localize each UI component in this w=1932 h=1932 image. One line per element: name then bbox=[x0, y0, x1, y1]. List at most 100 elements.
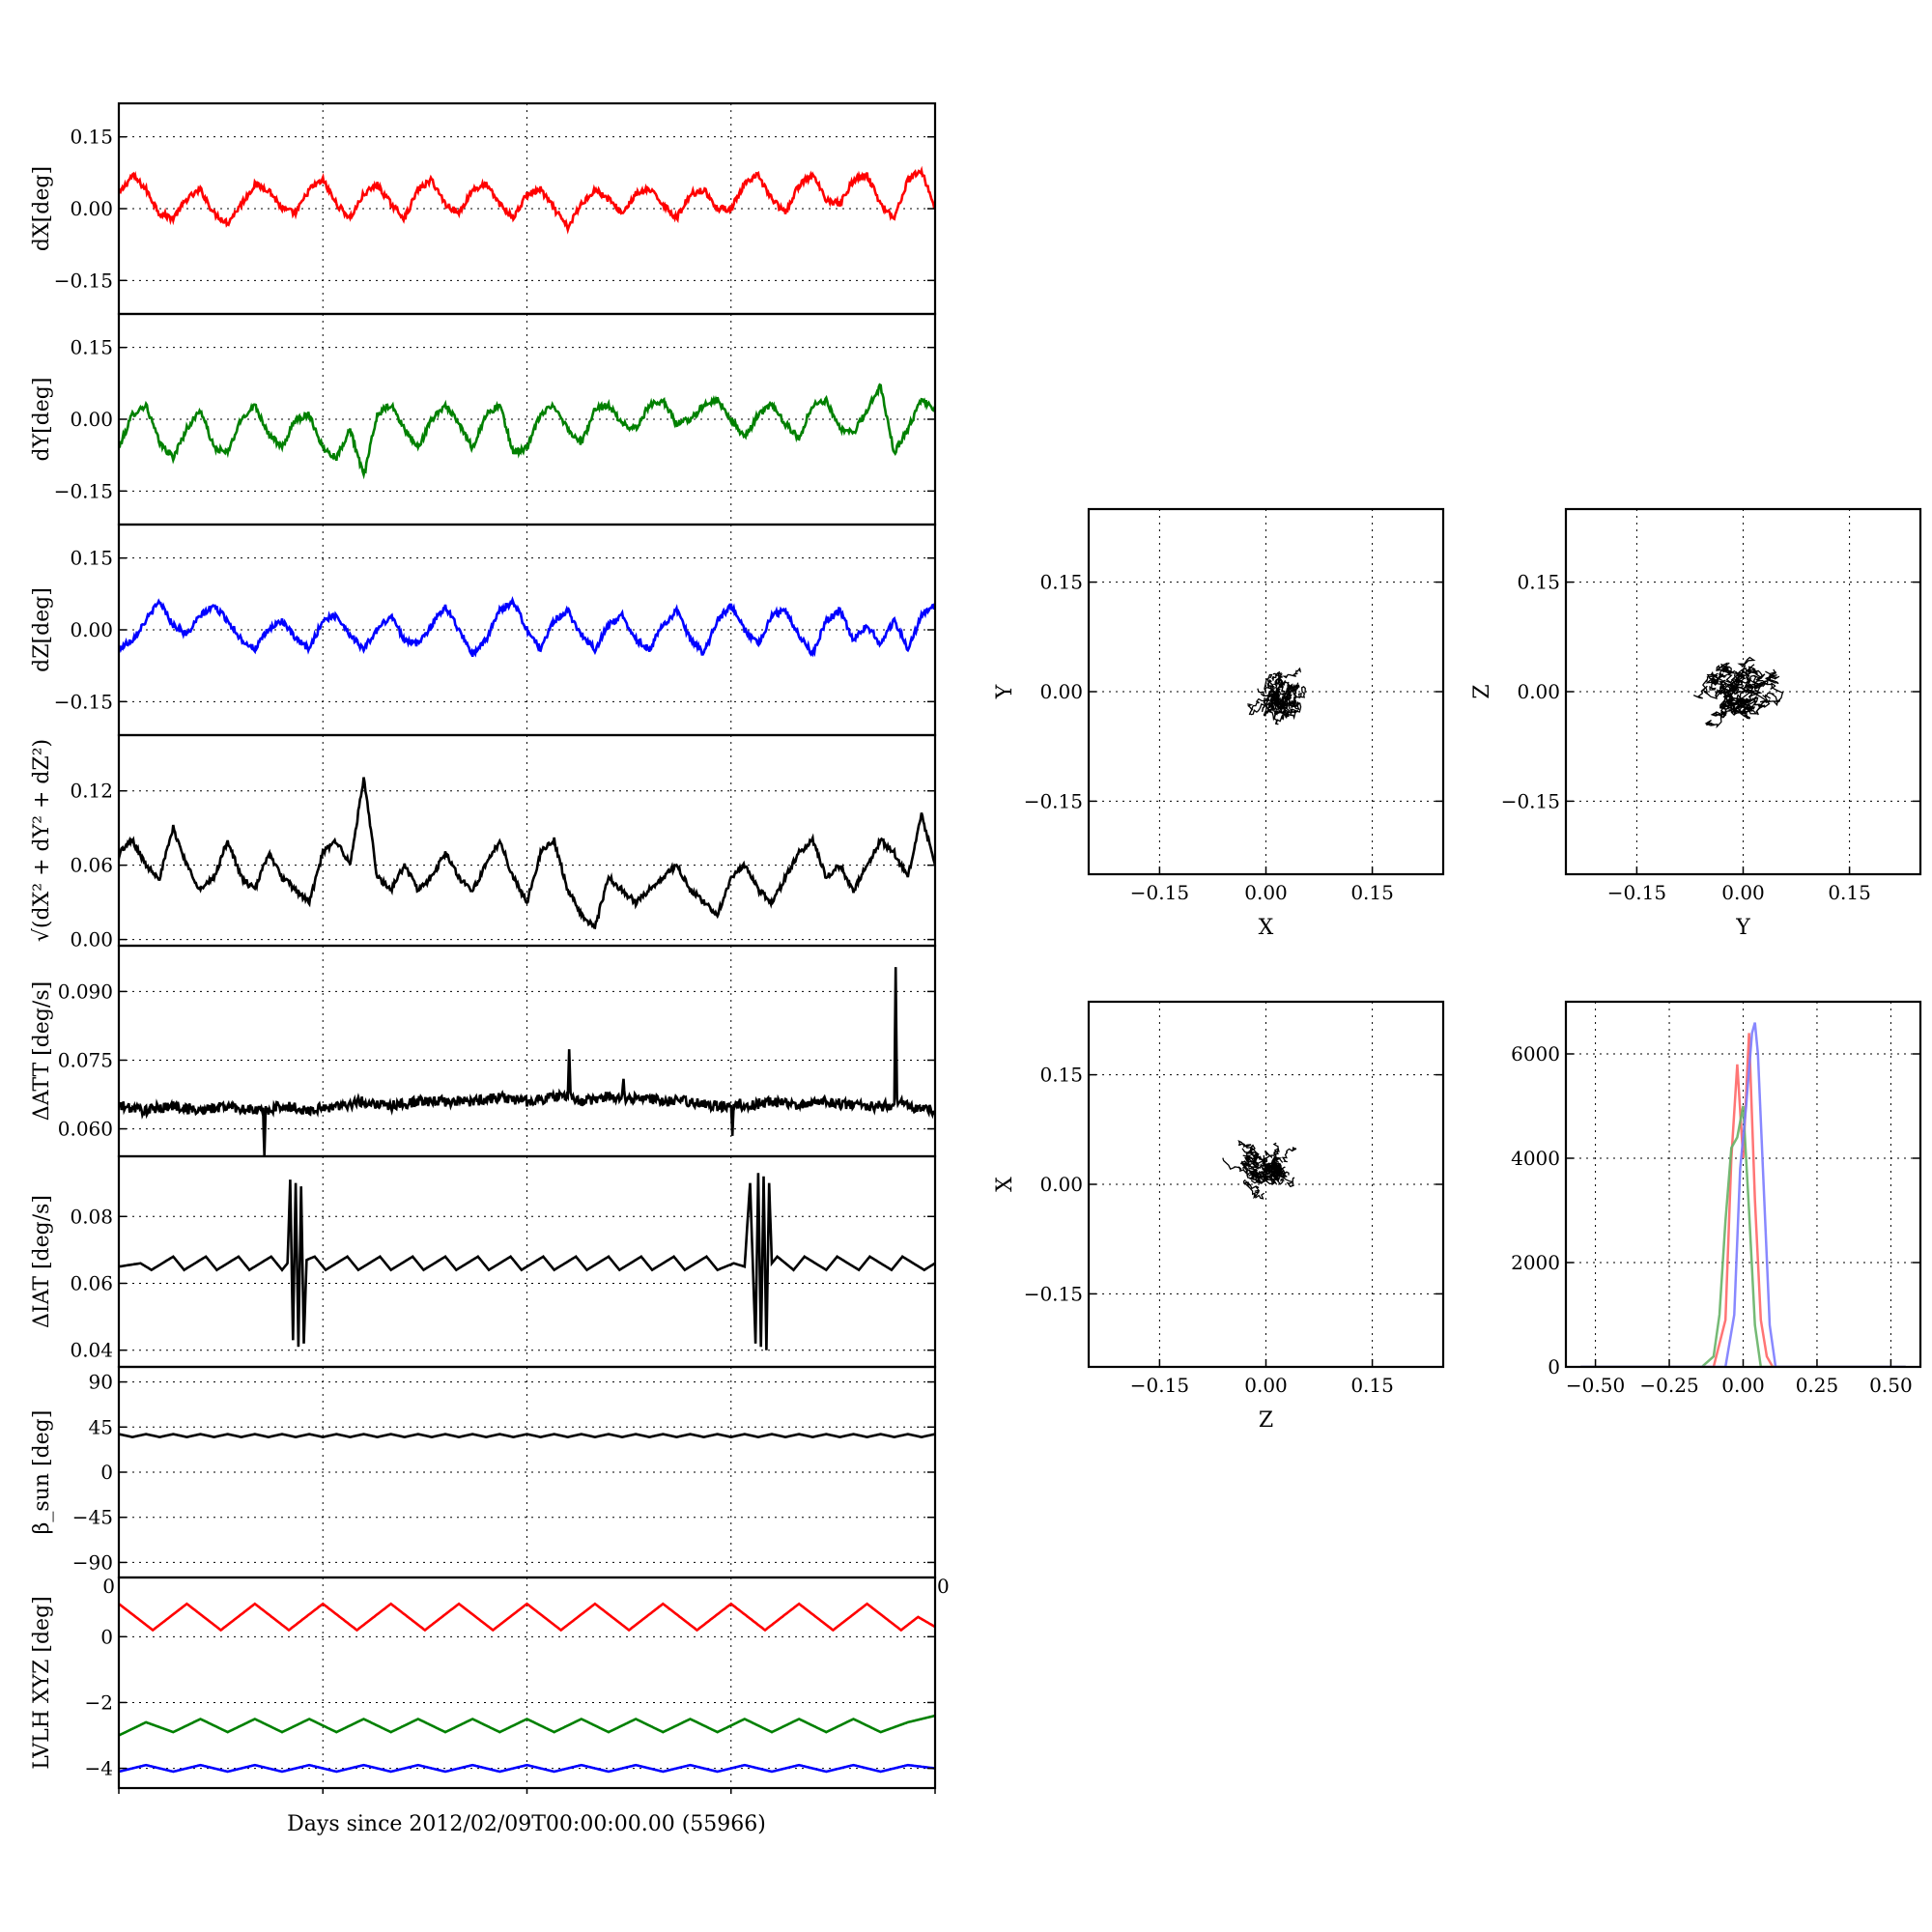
xy-trace-33 bbox=[1284, 681, 1293, 701]
datt-frame bbox=[117, 944, 937, 1158]
total-grid bbox=[119, 735, 935, 946]
panel-xy: 0.15 0.00 −0.15 −0.15 0.00 0.15 Y X bbox=[993, 507, 1445, 940]
zx-trace-35 bbox=[1242, 1179, 1260, 1196]
diat-ytick-label-0: 0.08 bbox=[70, 1205, 113, 1228]
xy-trace-25 bbox=[1257, 688, 1272, 701]
lvlh-grid bbox=[119, 1577, 935, 1788]
panels: 0.150.00−0.15dX[deg]0.150.00−0.15dY[deg]… bbox=[30, 101, 1922, 1794]
zx-xtick-label-2: 0.15 bbox=[1350, 1374, 1394, 1397]
yz-trace-39 bbox=[1719, 691, 1750, 713]
panel-total: 0.12 0.06 0.00 √(dX² + dY² + dZ²) bbox=[30, 733, 937, 952]
zx-trace-14 bbox=[1247, 1182, 1264, 1200]
bsun-series-0 bbox=[119, 1433, 935, 1439]
xy-ytick-label-1: 0.00 bbox=[1039, 680, 1083, 703]
dy-ytick-label-1: 0.00 bbox=[70, 408, 113, 431]
bsun-grid bbox=[119, 1367, 935, 1577]
yz-trace-17 bbox=[1711, 672, 1727, 687]
yz-ytick-label-2: −0.15 bbox=[1501, 789, 1560, 812]
xy-grid bbox=[1089, 509, 1443, 874]
dx-series-0 bbox=[119, 165, 935, 235]
xy-data bbox=[1247, 667, 1306, 725]
yz-trace-8 bbox=[1737, 656, 1756, 676]
zx-data bbox=[1222, 1140, 1297, 1200]
yz-trace-40 bbox=[1745, 668, 1764, 681]
panel-lvlh: 0 −2 −4 0 0 LVLH XYZ [deg] bbox=[30, 1575, 950, 1790]
panel-zx: 0.15 0.00 −0.15 −0.15 0.00 0.15 X Z bbox=[993, 1000, 1445, 1433]
dy-grid bbox=[119, 314, 935, 525]
yz-data bbox=[1692, 656, 1784, 729]
yz-trace-32 bbox=[1724, 703, 1751, 720]
hist-ytick-label-0: 6000 bbox=[1511, 1042, 1560, 1065]
lvlh-corner-left: 0 bbox=[102, 1575, 115, 1598]
yz-trace-35 bbox=[1748, 695, 1771, 708]
bsun-ytick-label-3: −45 bbox=[72, 1506, 113, 1529]
dz-ytick-label-1: 0.00 bbox=[70, 618, 113, 641]
yz-xlabel: Y bbox=[1735, 916, 1750, 940]
hist-series-2 bbox=[1580, 1022, 1906, 1367]
yz-trace-24 bbox=[1746, 668, 1766, 686]
zx-trace-24 bbox=[1222, 1157, 1251, 1177]
dx-ytick-label-1: 0.00 bbox=[70, 197, 113, 220]
xy-trace-40 bbox=[1273, 701, 1288, 725]
hist-xtick-label-4: 0.50 bbox=[1869, 1374, 1913, 1397]
yz-trace-30 bbox=[1704, 710, 1728, 729]
total-ytick-label-2: 0.00 bbox=[70, 928, 113, 952]
dx-ytick-label-2: −0.15 bbox=[54, 269, 113, 292]
lvlh-series-0 bbox=[119, 1602, 935, 1633]
x-axis-label: Days since 2012/02/09T00:00:00.00 (55966… bbox=[287, 1812, 766, 1836]
hist-xtick-label-1: −0.25 bbox=[1639, 1374, 1698, 1397]
xy-ytick-label-0: 0.15 bbox=[1039, 571, 1083, 594]
zx-trace-23 bbox=[1256, 1161, 1269, 1172]
datt-ytick-label-0: 0.090 bbox=[58, 980, 113, 1003]
xy-trace-23 bbox=[1281, 709, 1289, 721]
diat-series-0 bbox=[119, 1173, 935, 1350]
zx-trace-44 bbox=[1257, 1173, 1282, 1185]
hist-ytick-label-1: 4000 bbox=[1511, 1147, 1560, 1170]
zx-trace-40 bbox=[1247, 1167, 1260, 1177]
xy-trace-43 bbox=[1274, 696, 1285, 704]
dx-ylabel: dX[deg] bbox=[30, 166, 54, 251]
yz-trace-42 bbox=[1716, 662, 1730, 671]
xy-trace-21 bbox=[1266, 677, 1276, 694]
yz-ylabel: Z bbox=[1470, 684, 1494, 698]
xy-trace-44 bbox=[1272, 672, 1283, 685]
dy-series-0 bbox=[119, 383, 935, 480]
datt-series-0 bbox=[119, 967, 935, 1156]
panel-hist: 6000 4000 2000 0 −0.50 −0.25 0.00 0.25 0.50 bbox=[1511, 1000, 1922, 1397]
zx-xlabel: Z bbox=[1259, 1408, 1273, 1433]
yz-xtick-label-0: −0.15 bbox=[1607, 881, 1666, 904]
dy-ylabel: dY[deg] bbox=[30, 378, 54, 462]
xy-trace-41 bbox=[1273, 678, 1283, 711]
dy-data bbox=[119, 383, 935, 480]
dz-ylabel: dZ[deg] bbox=[30, 587, 54, 672]
yz-trace-11 bbox=[1706, 670, 1723, 687]
yz-trace-2 bbox=[1692, 672, 1719, 699]
zx-grid bbox=[1089, 1002, 1443, 1367]
lvlh-ytick-label-0: 0 bbox=[100, 1625, 113, 1648]
zx-xtick-label-0: −0.15 bbox=[1130, 1374, 1189, 1397]
dz-ytick-label-2: −0.15 bbox=[54, 690, 113, 713]
lvlh-ytick-label-2: −4 bbox=[85, 1757, 113, 1780]
datt-grid bbox=[119, 946, 935, 1156]
yz-xtick-label-1: 0.00 bbox=[1721, 881, 1765, 904]
datt-ytick-label-1: 0.075 bbox=[58, 1048, 113, 1071]
bsun-ytick-label-2: 0 bbox=[100, 1461, 113, 1484]
yz-ytick-label-1: 0.00 bbox=[1517, 680, 1560, 703]
diat-data bbox=[119, 1173, 935, 1350]
yz-trace-16 bbox=[1752, 674, 1780, 688]
total-series-0 bbox=[119, 777, 935, 929]
zx-ylabel: X bbox=[993, 1177, 1017, 1192]
xy-trace-3 bbox=[1248, 702, 1271, 716]
yz-trace-41 bbox=[1719, 680, 1744, 696]
zx-trace-43 bbox=[1270, 1156, 1284, 1168]
yz-trace-33 bbox=[1719, 697, 1740, 713]
dx-ytick-label-0: 0.15 bbox=[70, 126, 113, 149]
diat-ytick-label-2: 0.04 bbox=[70, 1339, 113, 1362]
hist-xtick-label-2: 0.00 bbox=[1721, 1374, 1765, 1397]
yz-xtick-label-2: 0.15 bbox=[1828, 881, 1871, 904]
datt-data bbox=[119, 967, 935, 1156]
panel-bsun: 90 45 0 −45 −90 β_sun [deg] bbox=[30, 1365, 937, 1579]
hist-ytick-label-2: 2000 bbox=[1511, 1251, 1560, 1274]
